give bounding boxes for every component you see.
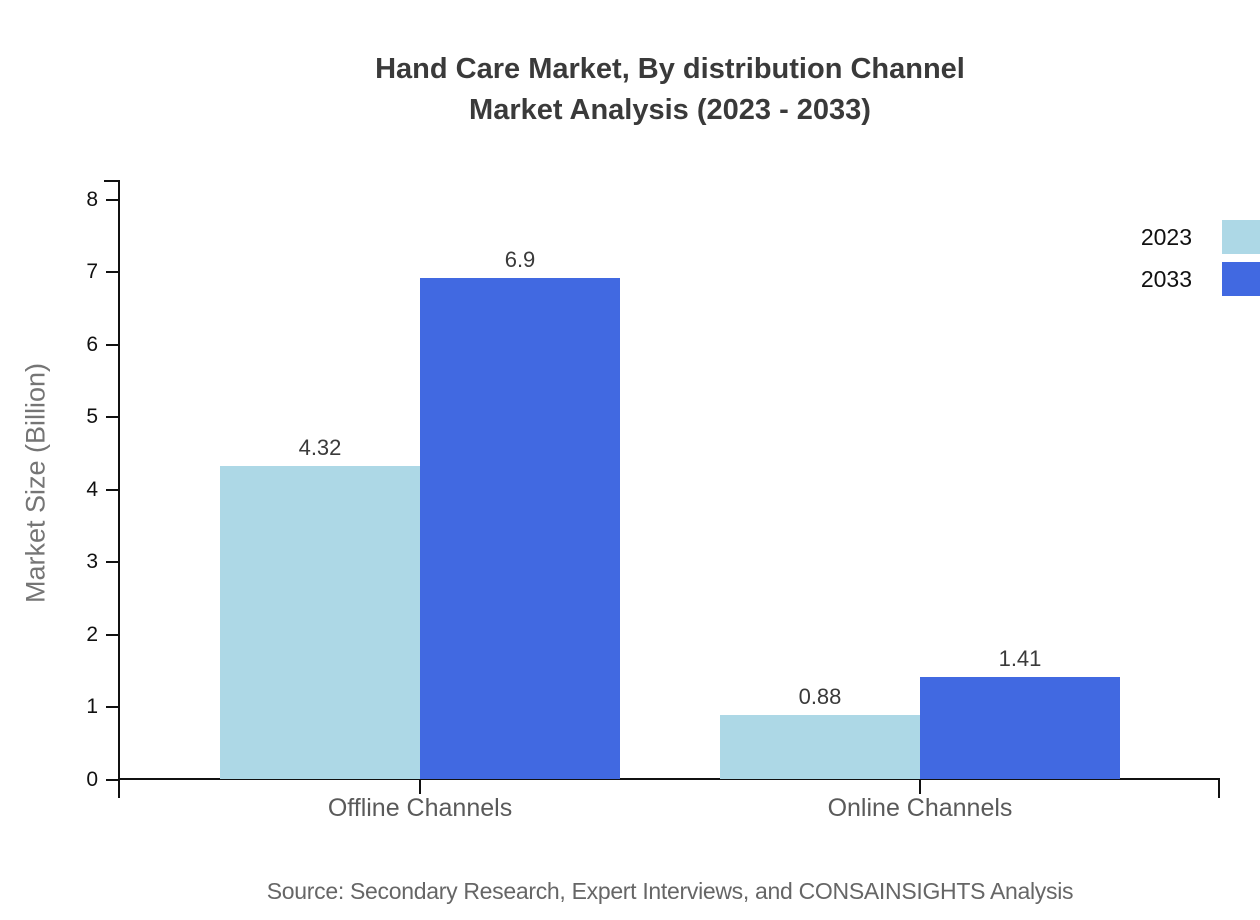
x-tick-mark	[419, 780, 421, 794]
legend-label: 2033	[1140, 265, 1192, 292]
x-axis-right-cap	[1218, 778, 1220, 798]
x-category-label: Offline Channels	[327, 794, 513, 822]
legend-label: 2023	[1140, 223, 1192, 250]
y-tick-mark	[106, 561, 120, 563]
y-tick-mark	[106, 271, 120, 273]
y-axis-line	[118, 180, 120, 780]
legend-item-2033: 2033	[1141, 262, 1260, 296]
y-tick-label: 0	[86, 768, 98, 791]
y-tick-mark	[106, 779, 120, 781]
x-axis-line	[118, 778, 1220, 780]
x-category-label: Online Channels	[827, 794, 1013, 822]
y-tick-mark	[106, 706, 120, 708]
y-tick-mark	[106, 634, 120, 636]
legend-swatch	[1222, 220, 1260, 254]
bar-2033-online-channels	[920, 677, 1120, 779]
y-tick-mark	[106, 344, 120, 346]
bar-value-label: 6.9	[504, 247, 536, 272]
y-tick-mark	[106, 489, 120, 491]
y-tick-label: 3	[86, 550, 98, 573]
bar-value-label: 1.41	[998, 646, 1042, 671]
y-tick-label: 6	[86, 333, 98, 356]
y-axis-end-cap	[104, 180, 120, 182]
chart-title-line1: Hand Care Market, By distribution Channe…	[375, 53, 965, 85]
legend-item-2023: 2023	[1141, 220, 1260, 254]
y-tick-mark	[106, 199, 120, 201]
legend-swatch	[1222, 262, 1260, 296]
x-axis-left-cap	[118, 778, 120, 798]
bar-2033-offline-channels	[420, 278, 620, 779]
bar-2023-online-channels	[720, 715, 920, 779]
y-tick-label: 7	[86, 260, 98, 283]
x-tick-mark	[919, 780, 921, 794]
bar-2023-offline-channels	[220, 466, 420, 779]
chart-title: Hand Care Market, By distribution Channe…	[80, 49, 1260, 131]
y-tick-label: 4	[86, 478, 98, 501]
source-note: Source: Secondary Research, Expert Inter…	[266, 878, 1074, 904]
y-tick-label: 5	[86, 405, 98, 428]
legend: 2023 2033	[1141, 220, 1260, 296]
y-tick-label: 8	[86, 188, 98, 211]
y-tick-mark	[106, 416, 120, 418]
bar-value-label: 4.32	[298, 435, 342, 460]
y-tick-label: 1	[86, 695, 98, 718]
bar-value-label: 0.88	[798, 684, 842, 709]
y-tick-label: 2	[86, 623, 98, 646]
chart-title-line2: Market Analysis (2023 - 2033)	[469, 94, 871, 126]
